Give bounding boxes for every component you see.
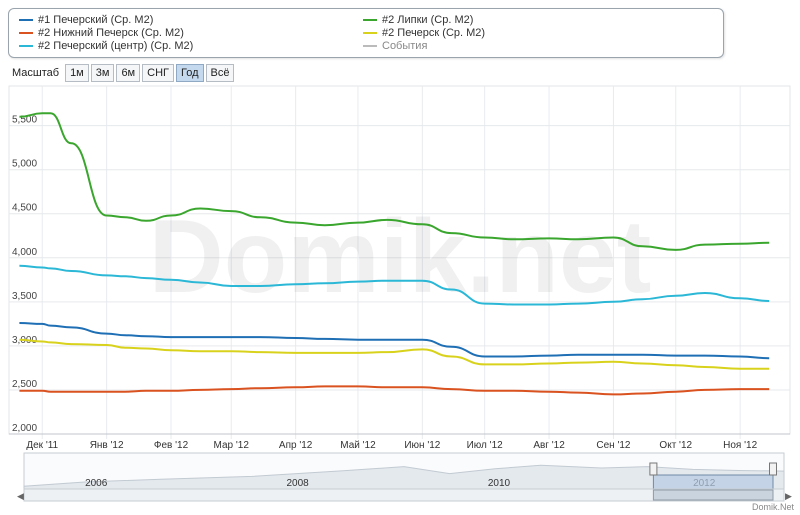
series-line-4[interactable]	[19, 338, 770, 370]
zoom-button-1m[interactable]: 1м	[65, 64, 89, 82]
y-tick-label: 4,500	[12, 203, 37, 214]
legend-swatch	[363, 19, 377, 21]
x-tick-label: Янв '12	[90, 440, 124, 451]
x-axis-labels: Дек '11 Янв '12 Фев '12 Мар '12 Апр '12 Май '…	[26, 440, 757, 451]
zoom-label: Масштаб	[12, 67, 60, 79]
vertical-grid	[41, 86, 741, 439]
y-tick-label: 2,000	[12, 423, 37, 434]
legend-label: #2 Печерский (центр) (Ср. М2)	[38, 40, 194, 52]
x-tick-label: Мар '12	[214, 440, 250, 451]
x-tick-label: Июл '12	[467, 440, 504, 451]
legend-label: #2 Нижний Печерск (Ср. М2)	[38, 27, 184, 39]
x-tick-label: Май '12	[340, 440, 376, 451]
legend-label: #2 Липки (Ср. М2)	[382, 14, 474, 26]
navigator-series-area	[23, 464, 785, 490]
legend-item-lipki[interactable]: #2 Липки (Ср. М2)	[363, 14, 473, 26]
zoom-button-3m[interactable]: 3м	[90, 64, 115, 82]
y-tick-label: 5,000	[12, 159, 37, 170]
navigator-scrollbar[interactable]	[23, 488, 785, 502]
x-tick-label: Окт '12	[659, 440, 692, 451]
navigator-scrollbar-thumb[interactable]	[652, 489, 774, 501]
x-tick-label: Дек '11	[26, 440, 58, 451]
navigator-left-handle[interactable]	[649, 462, 658, 476]
scroll-left-arrow[interactable]: ◀	[17, 491, 24, 501]
zoom-button-ytd[interactable]: СНГ	[142, 64, 174, 82]
legend-item-pechersky-center[interactable]: #2 Печерский (центр) (Ср. М2)	[19, 40, 193, 52]
x-tick-label: Ноя '12	[723, 440, 757, 451]
legend-item-pechersky-1[interactable]: #1 Печерский (Ср. М2)	[19, 14, 153, 26]
legend-swatch	[19, 19, 33, 21]
legend: #1 Печерский (Ср. М2) #2 Нижний Печерск …	[8, 8, 724, 58]
legend-item-events[interactable]: События	[363, 40, 427, 52]
scroll-right-arrow[interactable]: ▶	[785, 491, 792, 501]
legend-swatch	[19, 32, 33, 34]
plot-border	[8, 85, 791, 435]
zoom-controls: Масштаб 1м 3м 6м СНГ Год Всё	[12, 64, 236, 82]
y-tick-label: 4,000	[12, 247, 37, 258]
navigator-year-label: 2006	[85, 478, 108, 489]
x-tick-label: Апр '12	[279, 440, 313, 451]
legend-swatch	[363, 45, 377, 47]
x-tick-label: Июн '12	[404, 440, 440, 451]
zoom-button-6m[interactable]: 6м	[116, 64, 141, 82]
x-tick-label: Авг '12	[533, 440, 565, 451]
x-tick-label: Сен '12	[596, 440, 631, 451]
y-tick-label: 3,500	[12, 291, 37, 302]
series-line-0[interactable]	[19, 322, 770, 360]
x-tick-label: Фев '12	[154, 440, 189, 451]
y-tick-label: 5,500	[12, 115, 37, 126]
y-tick-label: 2,500	[12, 379, 37, 390]
navigator-right-handle[interactable]	[769, 462, 777, 476]
legend-label: События	[382, 40, 428, 52]
series-lines	[19, 112, 770, 396]
navigator-selected-range[interactable]	[652, 474, 774, 490]
legend-label: #2 Печерск (Ср. М2)	[382, 27, 486, 39]
series-line-2[interactable]	[19, 264, 770, 306]
navigator-year-label: 2010	[488, 478, 511, 489]
watermark: Domik.net	[149, 199, 652, 315]
navigator[interactable]: 2006200820102012 ◀ ▶	[17, 452, 792, 502]
legend-item-nizhny-pechersk[interactable]: #2 Нижний Печерск (Ср. М2)	[19, 27, 184, 39]
zoom-button-year[interactable]: Год	[175, 64, 204, 82]
navigator-year-label: 2008	[286, 478, 309, 489]
legend-swatch	[19, 45, 33, 47]
series-line-3[interactable]	[19, 112, 770, 251]
legend-item-pechersk[interactable]: #2 Печерск (Ср. М2)	[363, 27, 485, 39]
legend-label: #1 Печерский (Ср. М2)	[38, 14, 154, 26]
footer-credit: Domik.Net	[751, 502, 794, 512]
legend-swatch	[363, 32, 377, 34]
series-line-1[interactable]	[19, 385, 770, 396]
zoom-button-all[interactable]: Всё	[205, 64, 235, 82]
